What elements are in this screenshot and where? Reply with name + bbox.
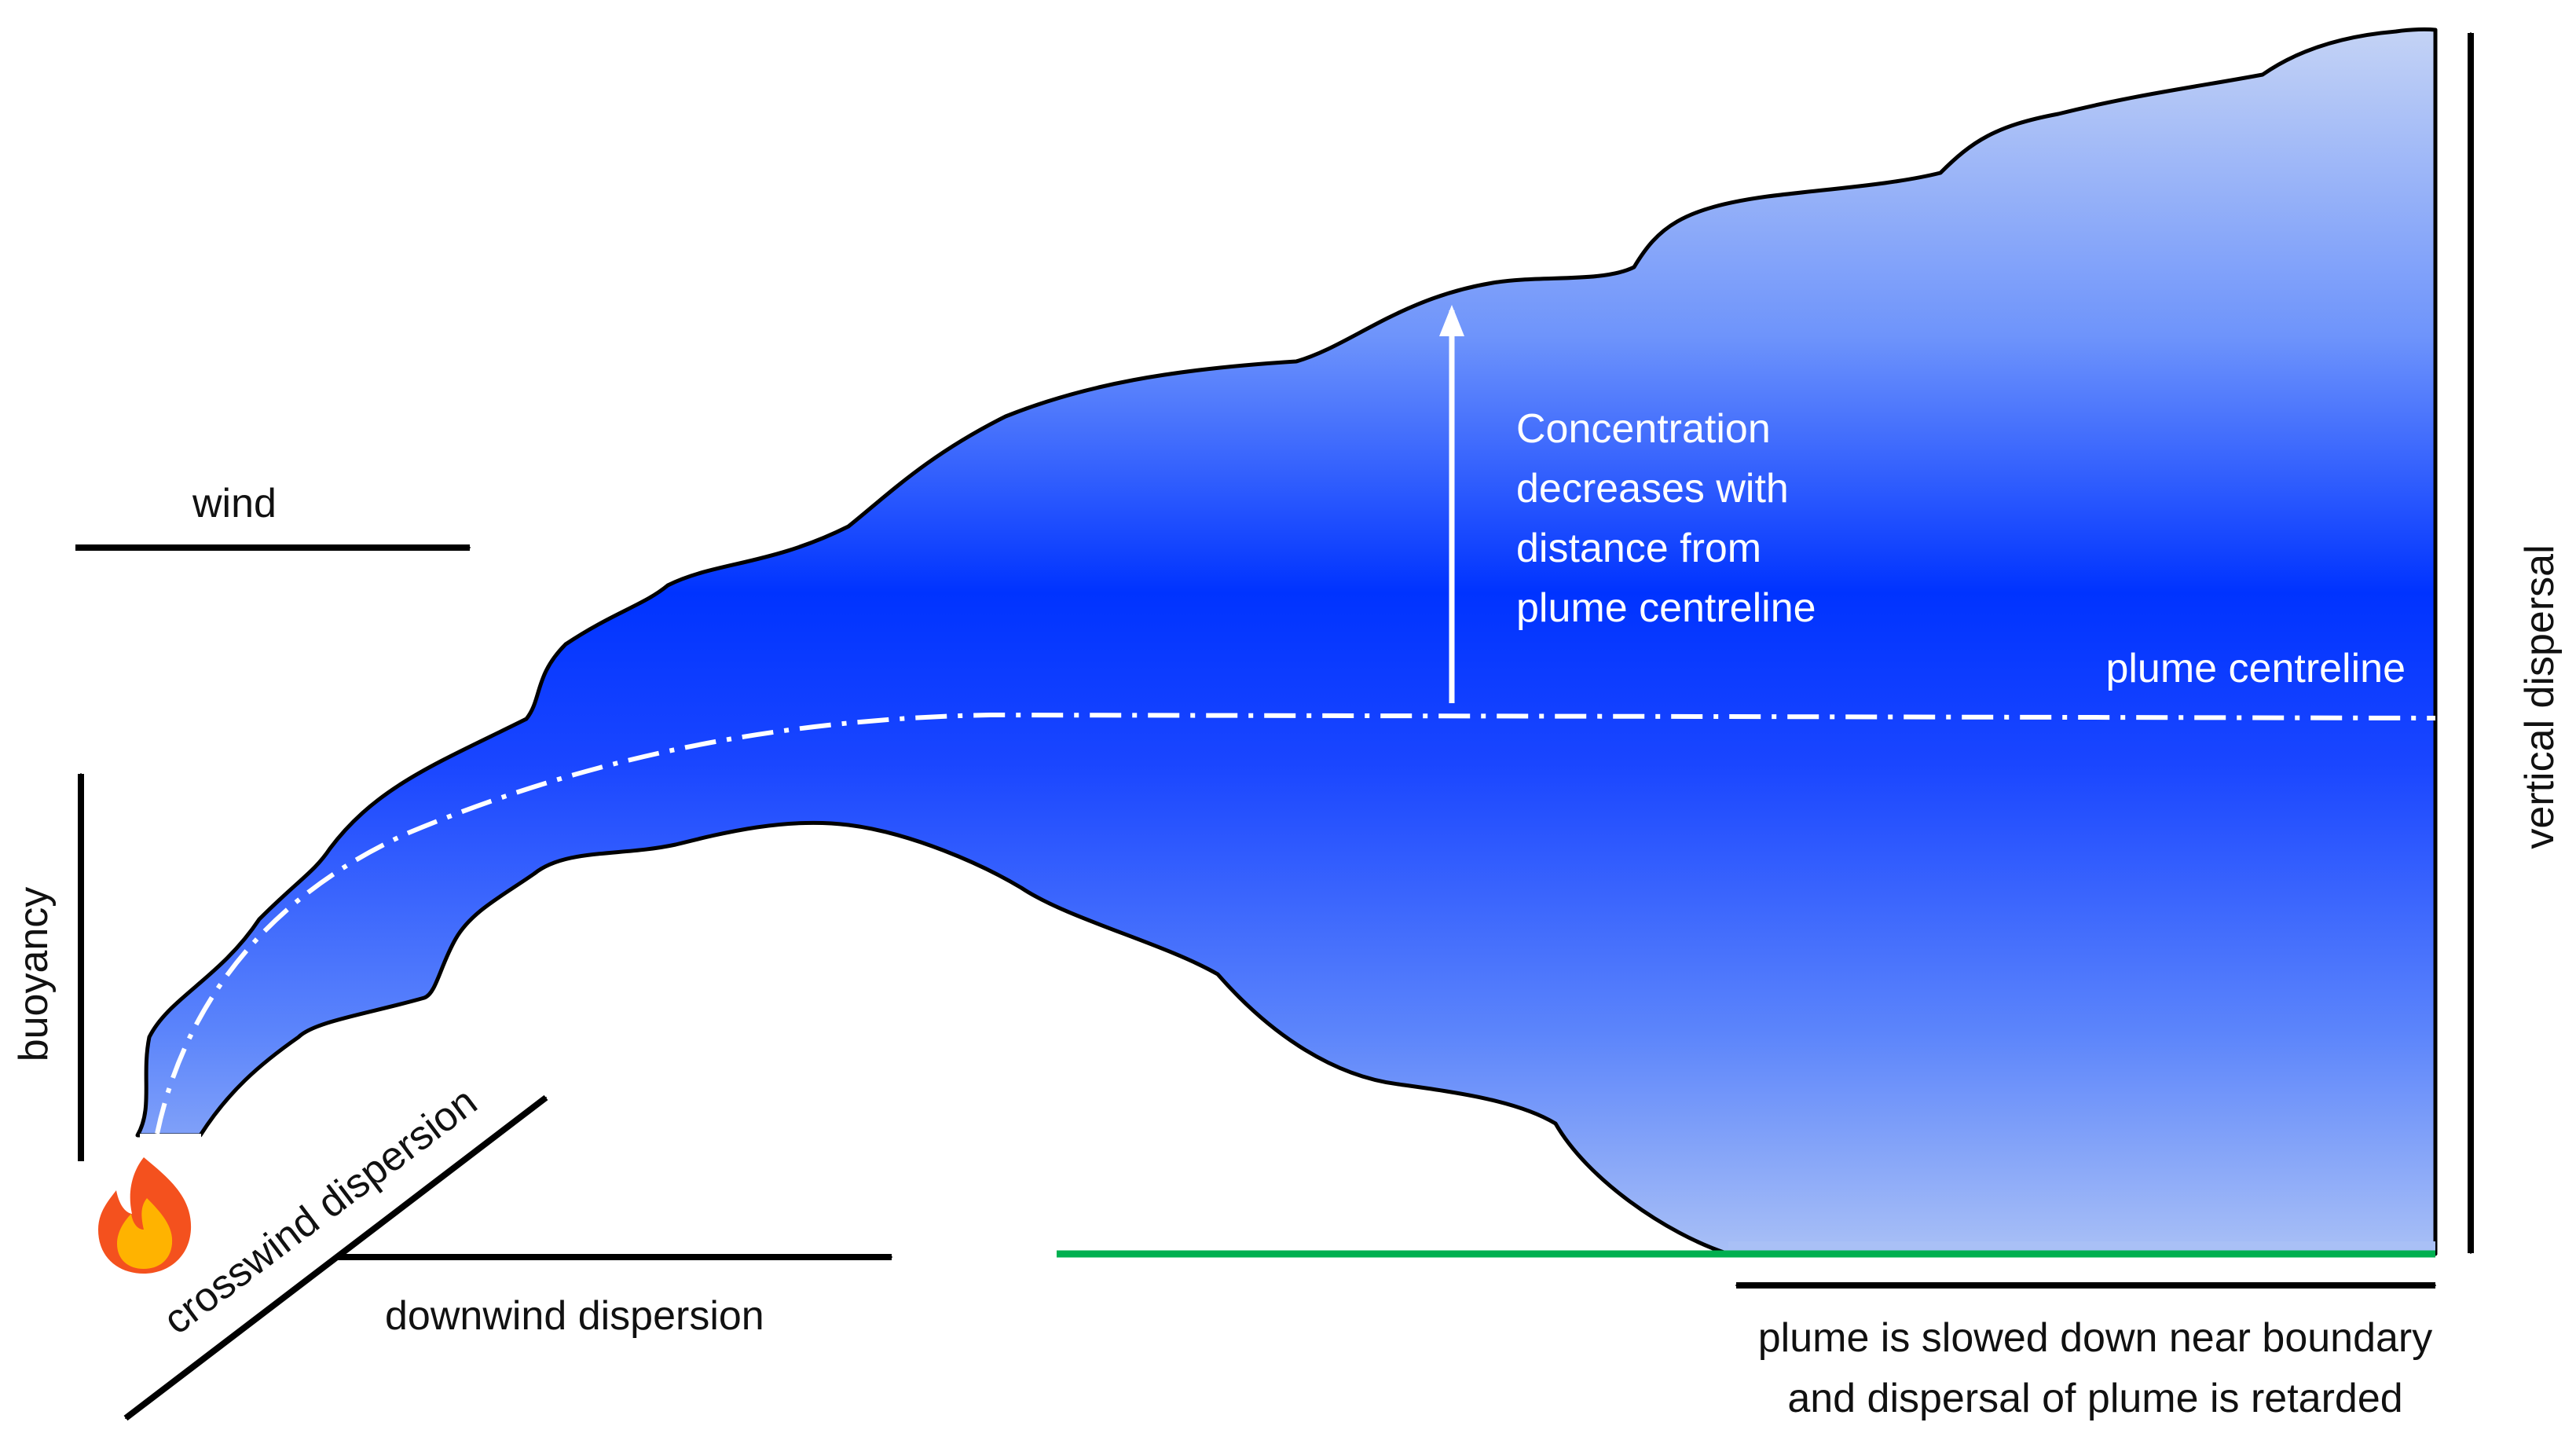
centreline-dashdot	[155, 712, 2436, 1135]
concentration-line-1: Concentration	[1516, 406, 1771, 452]
downwind-label: downwind dispersion	[385, 1293, 764, 1339]
plume-source-opening	[140, 1134, 201, 1153]
concentration-line-3: distance from	[1516, 526, 1761, 571]
crosswind-arrow	[123, 1094, 548, 1421]
boundary-line-1: plume is slowed down near boundary	[1758, 1315, 2433, 1361]
concentration-line-2: decreases with	[1516, 466, 1789, 511]
fire-icon	[98, 1157, 192, 1274]
plume-body	[135, 27, 2438, 1256]
vertical-dispersal-label: vertical dispersal	[2517, 544, 2563, 849]
wind-label: wind	[192, 481, 277, 526]
centreline-label: plume centreline	[2105, 646, 2406, 691]
boundary-line-2: and dispersal of plume is retarded	[1787, 1376, 2402, 1421]
buoyancy-label: buoyancy	[11, 887, 57, 1062]
concentration-line-4: plume centreline	[1516, 585, 1816, 631]
concentration-arrow-head	[1439, 305, 1464, 336]
